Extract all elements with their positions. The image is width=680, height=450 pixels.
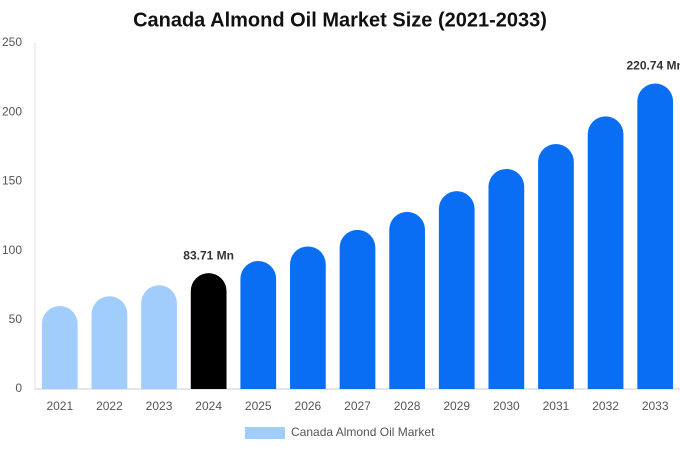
x-tick-label: 2032 <box>592 399 619 413</box>
bar <box>240 260 277 389</box>
x-tick-label: 2031 <box>543 399 570 413</box>
y-tick-label: 150 <box>2 174 22 188</box>
value-label: 83.71 Mn <box>183 248 234 262</box>
y-tick-label: 250 <box>2 35 22 49</box>
bar <box>488 168 525 389</box>
x-tick-label: 2022 <box>96 399 123 413</box>
x-tick-label: 2025 <box>245 399 272 413</box>
y-tick-label: 50 <box>9 312 23 326</box>
bar <box>339 229 376 389</box>
x-tick-label: 2029 <box>443 399 470 413</box>
bar <box>637 83 674 389</box>
bar <box>389 211 425 389</box>
y-tick-label: 200 <box>2 104 22 118</box>
bar <box>91 296 128 389</box>
bar <box>290 246 326 389</box>
bar <box>190 273 227 389</box>
chart-title: Canada Almond Oil Market Size (2021-2033… <box>133 9 547 31</box>
bar <box>538 144 574 389</box>
bar <box>587 116 624 390</box>
legend-swatch <box>245 427 285 439</box>
x-tick-label: 2033 <box>642 399 669 413</box>
legend-label: Canada Almond Oil Market <box>291 425 435 439</box>
x-tick-label: 2026 <box>295 399 322 413</box>
bar <box>141 285 177 389</box>
y-tick-label: 0 <box>15 381 22 395</box>
value-label: 220.74 Mn <box>627 59 680 73</box>
x-tick-label: 2021 <box>46 399 73 413</box>
x-tick-label: 2023 <box>146 399 173 413</box>
bar <box>41 305 78 389</box>
x-tick-label: 2030 <box>493 399 520 413</box>
x-tick-label: 2024 <box>195 399 222 413</box>
x-tick-label: 2028 <box>394 399 421 413</box>
y-tick-label: 100 <box>2 243 22 257</box>
x-tick-label: 2027 <box>344 399 371 413</box>
bar <box>438 191 475 389</box>
